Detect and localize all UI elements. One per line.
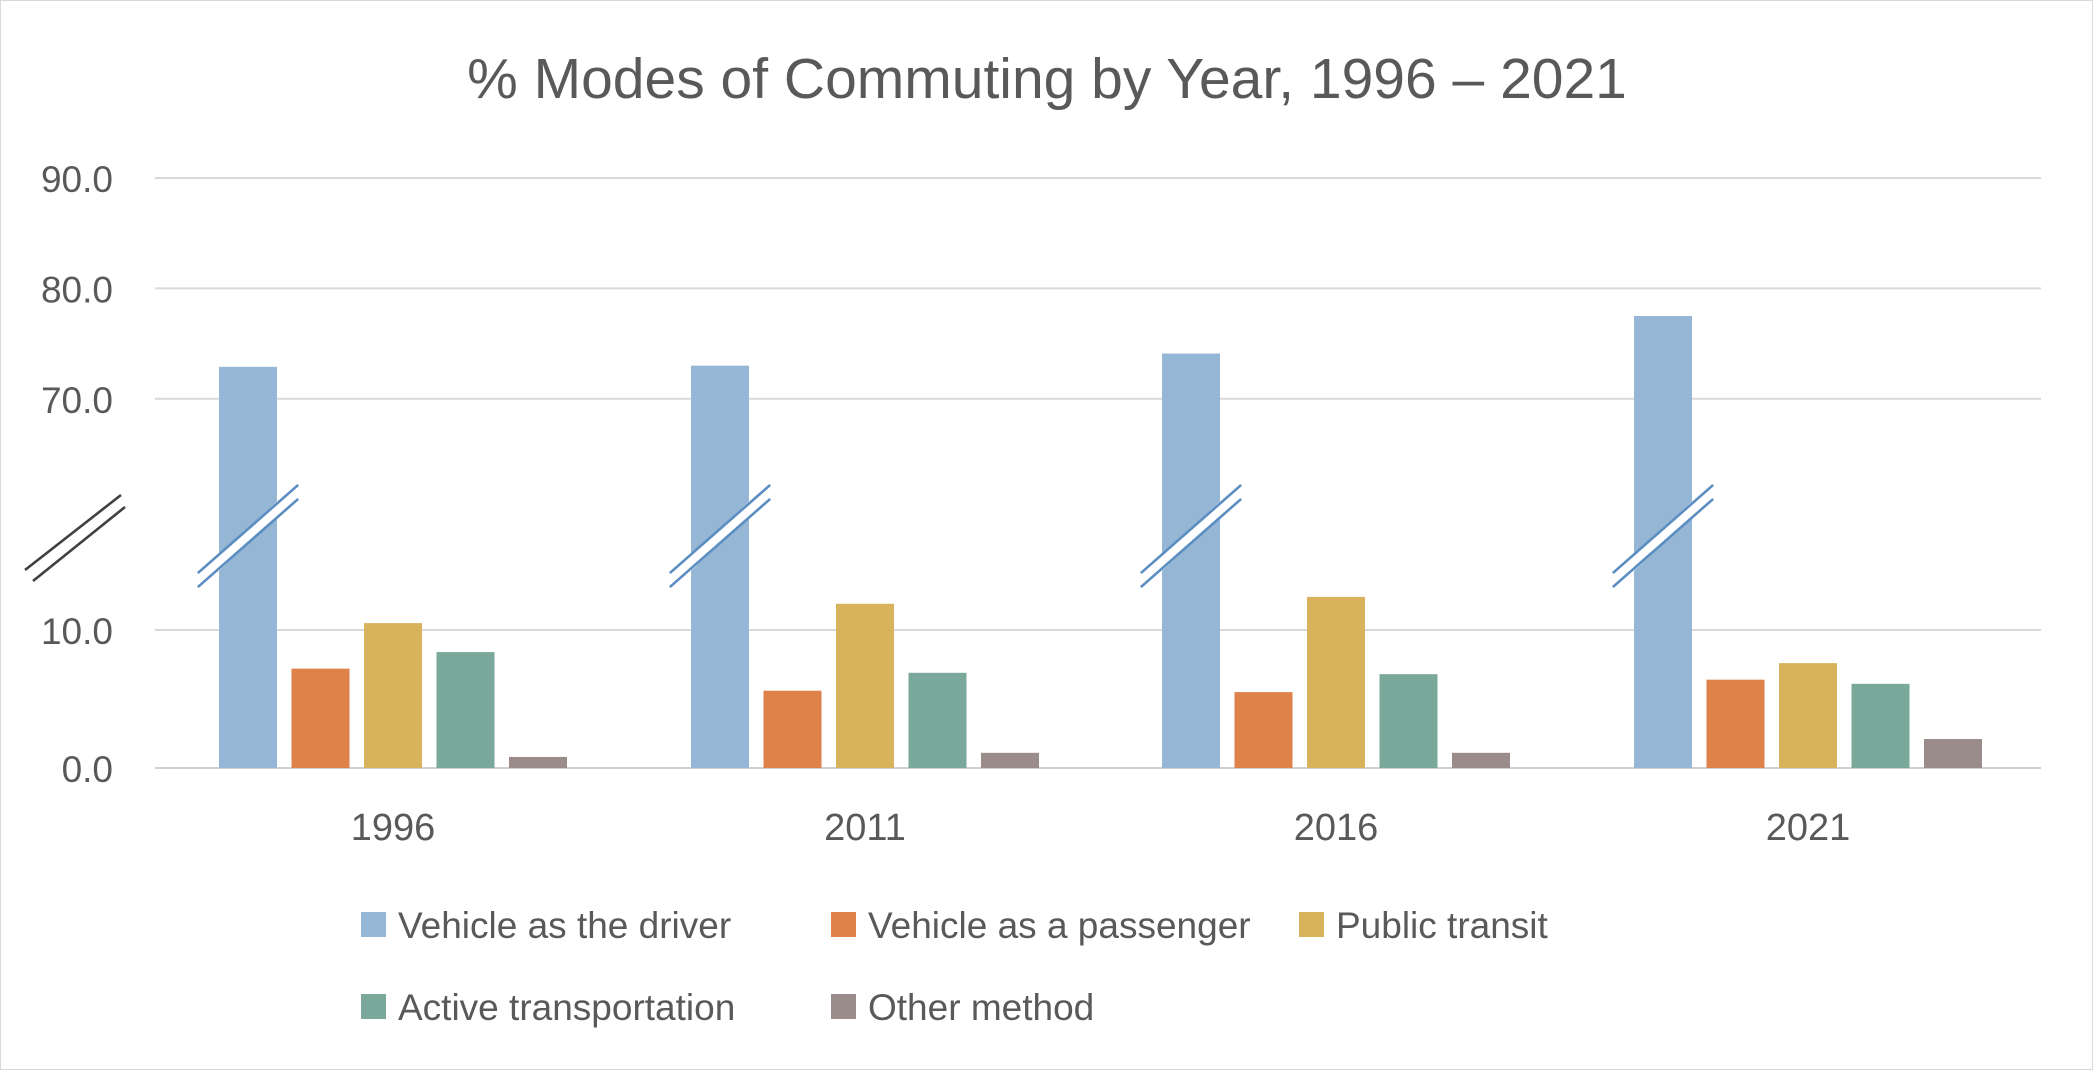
legend-swatch	[831, 912, 856, 937]
bar-public-transit-1996	[364, 623, 422, 768]
bar-break-gap	[670, 482, 770, 590]
legend-item: Public transit	[1299, 905, 1549, 946]
bar-public-transit-2011	[836, 603, 894, 768]
legend-label: Active transportation	[398, 987, 735, 1028]
x-axis-labels: 1996 2011 2016 2021	[351, 807, 1851, 849]
x-tick-label: 1996	[351, 807, 436, 849]
bar-other-method-2011	[981, 752, 1039, 768]
bar-public-transit-2021	[1779, 663, 1837, 768]
legend-label: Vehicle as the driver	[398, 905, 731, 946]
bar-vehicle-as-a-passenger-2016	[1234, 692, 1293, 768]
legend-item: Vehicle as a passenger	[831, 905, 1251, 946]
y-axis-break	[24, 493, 126, 583]
bar-active-transportation-2016	[1379, 674, 1438, 768]
bar-active-transportation-1996	[436, 652, 495, 768]
legend-label: Public transit	[1336, 905, 1549, 946]
y-axis-labels: 90.0 80.0 70.0 10.0 0.0	[41, 159, 113, 790]
x-tick-label: 2016	[1294, 807, 1379, 849]
bar-break-mark	[196, 483, 300, 589]
legend-label: Other method	[868, 987, 1094, 1028]
chart-title: % Modes of Commuting by Year, 1996 – 202…	[467, 47, 1627, 111]
bar-break-mark	[668, 483, 772, 589]
bar-vehicle-as-a-passenger-1996	[291, 668, 350, 768]
bars	[219, 316, 1982, 768]
bar-other-method-2021	[1924, 739, 1982, 768]
bar-active-transportation-2011	[908, 672, 967, 768]
legend-item: Active transportation	[361, 987, 735, 1028]
legend: Vehicle as the driver Vehicle as a passen…	[361, 905, 1549, 1028]
bar-vehicle-as-a-passenger-2021	[1706, 679, 1765, 768]
bar-vehicle-as-a-passenger-2011	[763, 690, 822, 768]
bar-break-gap	[198, 482, 298, 590]
bar-other-method-2016	[1452, 752, 1510, 768]
bar-break-mark	[1139, 483, 1243, 589]
y-tick-label: 70.0	[41, 380, 113, 421]
legend-swatch	[361, 912, 386, 937]
legend-swatch	[831, 994, 856, 1019]
legend-item: Vehicle as the driver	[361, 905, 731, 946]
bar-break-gap	[1613, 482, 1713, 590]
legend-swatch	[361, 994, 386, 1019]
legend-swatch	[1299, 912, 1324, 937]
bar-break-mark	[1611, 483, 1715, 589]
bar-break-gap	[1141, 482, 1241, 590]
axis-breaks	[24, 482, 1715, 590]
y-tick-label: 0.0	[62, 749, 113, 790]
y-tick-label: 80.0	[41, 269, 113, 310]
bar-active-transportation-2021	[1851, 683, 1910, 768]
bar-other-method-1996	[509, 756, 567, 768]
y-tick-label: 10.0	[41, 611, 113, 652]
legend-label: Vehicle as a passenger	[868, 905, 1251, 946]
bar-vehicle-as-the-driver-2011	[691, 365, 749, 768]
legend-item: Other method	[831, 987, 1094, 1028]
y-tick-label: 90.0	[41, 159, 113, 200]
x-tick-label: 2011	[824, 807, 906, 849]
bar-vehicle-as-the-driver-1996	[219, 366, 277, 768]
bar-public-transit-2016	[1307, 596, 1365, 768]
x-tick-label: 2021	[1766, 807, 1851, 849]
